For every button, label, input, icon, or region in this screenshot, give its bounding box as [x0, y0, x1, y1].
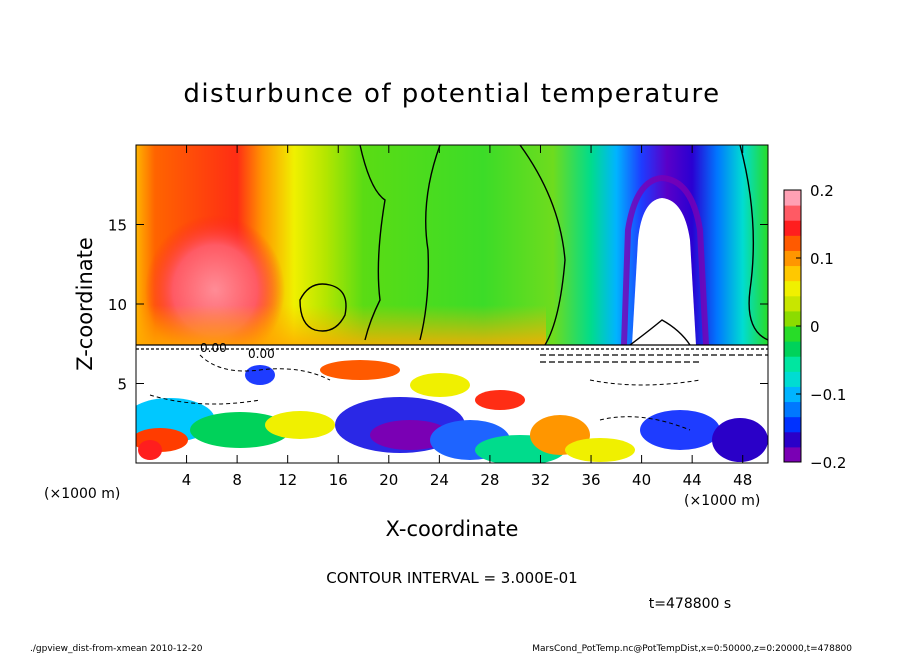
- x-tick-label: 32: [531, 471, 550, 489]
- footer-right: MarsCond_PotTemp.nc@PotTempDist,x=0:5000…: [532, 644, 852, 654]
- colorbar-segment: [784, 220, 801, 236]
- colorbar-segment: [784, 250, 801, 267]
- contour-interval: CONTOUR INTERVAL = 3.000E-01: [326, 569, 577, 587]
- colorbar-frame: [783, 189, 802, 463]
- time-label: t=478800 s: [649, 596, 731, 612]
- chart-title: disturbunce of potential temperature: [183, 79, 720, 109]
- plot-area: 0.00 0.00: [136, 145, 768, 463]
- colorbar-tick-label: −0.2: [810, 454, 846, 472]
- cold-ring: [621, 174, 709, 346]
- colorbar-tick-label: −0.1: [810, 386, 846, 404]
- y-tick-label: 10: [108, 296, 127, 314]
- colorbar-segment: [784, 341, 801, 357]
- x-tick-label: 24: [430, 471, 449, 489]
- turbulence-patches: [136, 360, 768, 463]
- x-tick-label: 16: [329, 471, 348, 489]
- x-tick-label: 20: [379, 471, 398, 489]
- y-ticks: 5 10 15: [108, 217, 768, 394]
- colorbar-tick-label: 0.2: [810, 182, 834, 200]
- colorbar: [784, 190, 801, 463]
- x-tick-label: 4: [182, 471, 192, 489]
- y-tick-label: 5: [117, 376, 127, 394]
- colorbar-segment: [784, 416, 801, 433]
- x-tick-label: 48: [733, 471, 752, 489]
- colorbar-segment: [784, 446, 801, 463]
- contour-label: 0.00: [200, 341, 227, 355]
- colorbar-segment: [784, 280, 801, 297]
- y-axis-label: Z-coordinate: [73, 237, 97, 371]
- x-tick-label: 12: [278, 471, 297, 489]
- colorbar-segment: [784, 371, 801, 387]
- colorbar-ticks: 0.2 0.1 0 −0.1 −0.2: [796, 182, 846, 472]
- interface-band: [136, 344, 768, 363]
- y-unit: (×1000 m): [44, 486, 120, 502]
- colorbar-tick-label: 0: [810, 318, 820, 336]
- colorbar-segment: [784, 265, 801, 282]
- colorbar-segment: [784, 326, 801, 342]
- colorbar-segment: [784, 431, 801, 448]
- colorbar-segment: [784, 401, 801, 418]
- colorbar-segment: [784, 205, 801, 221]
- cold-core: [632, 198, 696, 345]
- x-tick-label: 28: [480, 471, 499, 489]
- x-ticks: 4 8 12 16 20 24 28 32 36 40 44 48: [182, 145, 752, 489]
- colorbar-segment: [784, 356, 801, 372]
- footer-left: ./gpview_dist-from-xmean 2010-12-20: [30, 644, 203, 654]
- x-unit: (×1000 m): [684, 493, 760, 509]
- colorbar-segment: [784, 235, 801, 251]
- colorbar-tick-label: 0.1: [810, 250, 834, 268]
- colorbar-segment: [784, 386, 801, 403]
- colorbar-segment: [784, 190, 801, 206]
- warm-layer-top: [136, 305, 546, 345]
- colorbar-segment: [784, 295, 801, 312]
- x-tick-label: 36: [581, 471, 600, 489]
- x-tick-label: 8: [232, 471, 242, 489]
- dashed-contours: [149, 354, 701, 431]
- y-tick-label: 15: [108, 217, 127, 235]
- x-tick-label: 44: [683, 471, 702, 489]
- x-tick-label: 40: [632, 471, 651, 489]
- contour-lines: [299, 145, 768, 346]
- contour-label: 0.00: [248, 347, 275, 361]
- colorbar-segment: [784, 310, 801, 327]
- x-axis-label: X-coordinate: [386, 517, 519, 541]
